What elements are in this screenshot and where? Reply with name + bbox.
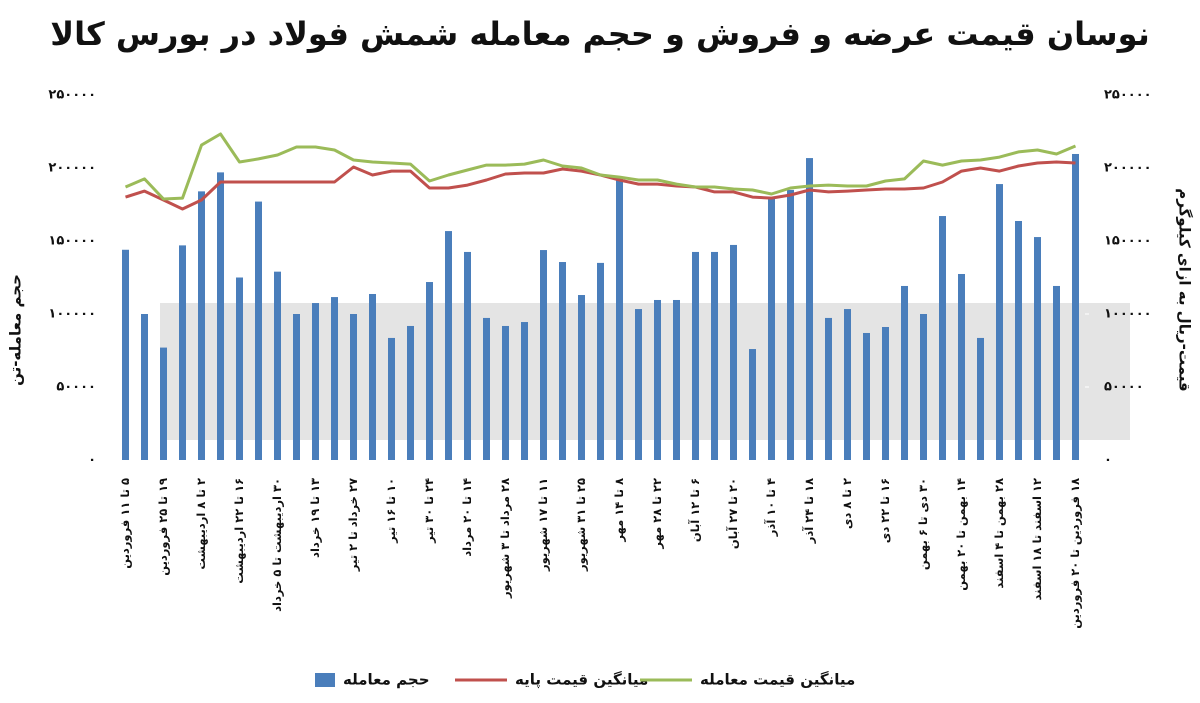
bar	[768, 197, 775, 460]
bar	[597, 262, 604, 460]
x-tick-label: ۴ تا ۱۰ آذر	[764, 478, 778, 537]
x-tick-label: ۱۶ تا ۲۲ اردیبهشت	[232, 478, 246, 584]
y2-tick-label: ۲۵۰۰۰۰	[1104, 88, 1152, 103]
x-tick-label: ۲۸ بهمن تا ۴ اسفند	[992, 478, 1006, 589]
bar	[236, 277, 243, 460]
x-tick-label: ۶ تا ۱۲ آبان	[688, 478, 702, 542]
bar	[654, 299, 661, 460]
bar	[844, 309, 851, 460]
y2-tick-label: ۵۰۰۰۰	[1104, 380, 1144, 395]
bar	[274, 271, 281, 460]
bar	[350, 314, 357, 460]
x-tick-label: ۱۸ تا ۲۴ آذر	[802, 478, 816, 544]
bar	[198, 191, 205, 461]
bar	[141, 314, 148, 460]
x-tick-label: ۲۷ خرداد تا ۲ تیر	[346, 478, 360, 572]
bar	[426, 282, 433, 460]
bar	[958, 273, 965, 460]
bar	[1072, 153, 1079, 460]
bar	[749, 349, 756, 460]
x-tick-label: ۱۸ فروردین تا ۲۰ فروردین	[1068, 478, 1083, 629]
bar	[540, 250, 547, 460]
y2-tick-label: ۱۵۰۰۰۰	[1104, 234, 1152, 249]
y-tick-label: ۵۰۰۰۰	[56, 380, 96, 395]
bar	[464, 251, 471, 460]
y2-tick-label: ۲۰۰۰۰۰	[1104, 161, 1152, 176]
y2-axis-title: قیمت-ریال به ازای کیلوگرم	[1176, 188, 1194, 392]
x-tick-label: ۸ تا ۱۴ مهر	[612, 478, 626, 543]
watermark-band	[160, 303, 1130, 440]
bar	[806, 158, 813, 460]
bar	[483, 317, 490, 460]
legend-label: میانگین قیمت معامله	[700, 671, 855, 689]
x-tick-label: ۱۱ تا ۱۷ شهریور	[536, 478, 551, 572]
x-tick-label: ۲ تا ۸ اردیبهشت	[194, 478, 208, 570]
x-tick-label: ۱۹ تا ۲۵ فروردین	[156, 478, 171, 576]
y2-tick-label: ۱۰۰۰۰۰	[1104, 307, 1152, 322]
y-tick-label: ۱۵۰۰۰۰	[48, 234, 96, 249]
x-tick-label: ۱۴ بهمن تا ۲۰ بهمن	[954, 478, 968, 591]
chart-title: نوسان قیمت عرضه و فروش و حجم معامله شمش …	[50, 15, 1149, 53]
bar	[578, 295, 585, 460]
y2-tick-label: ۰	[1104, 453, 1112, 468]
bar	[730, 244, 737, 460]
bar	[711, 251, 718, 460]
bar	[331, 297, 338, 460]
bar	[673, 299, 680, 460]
bar	[692, 251, 699, 460]
bar	[388, 337, 395, 460]
bar	[312, 303, 319, 460]
bar	[255, 201, 262, 460]
x-tick-label: ۲۴ تا ۳۰ تیر	[422, 478, 436, 544]
bar	[882, 326, 889, 460]
x-tick-label: ۲۵ تا ۳۱ شهریور	[574, 478, 589, 572]
bar	[293, 314, 300, 460]
bar	[635, 309, 642, 460]
bar	[1034, 237, 1041, 460]
bar	[369, 293, 376, 460]
bar	[996, 184, 1003, 460]
y-axis-title: حجم معامله-تن	[7, 274, 25, 386]
bar	[407, 325, 414, 460]
x-tick-label: ۵ تا ۱۱ فروردین	[118, 478, 133, 569]
bar	[901, 285, 908, 460]
bar	[559, 262, 566, 460]
bar	[445, 231, 452, 460]
y-tick-label: ۲۵۰۰۰۰	[48, 88, 96, 103]
y-tick-label: ۲۰۰۰۰۰	[48, 161, 96, 176]
bar	[502, 325, 509, 460]
x-tick-label: ۱۲ اسفند تا ۱۸ اسفند	[1030, 478, 1044, 600]
legend-label: میانگین قیمت پایه	[515, 671, 648, 690]
x-tick-label: ۲۸ مرداد تا ۳ شهریور	[498, 478, 513, 599]
y-tick-label: ۱۰۰۰۰۰	[48, 307, 96, 322]
x-tick-label: ۲ تا ۸ دی	[840, 478, 854, 529]
bar	[616, 178, 623, 460]
legend-label: حجم معامله	[343, 671, 430, 689]
x-tick-label: ۲۰ تا ۲۷ آبان	[726, 478, 740, 549]
x-tick-label: ۲۲ تا ۲۸ مهر	[650, 478, 664, 550]
bar	[179, 245, 186, 460]
bar	[787, 189, 794, 460]
x-tick-label: ۳۰ اردیبهشت تا ۵ خرداد	[270, 478, 284, 612]
x-tick-label: ۱۰ تا ۱۶ تیر	[384, 478, 398, 544]
x-tick-label: ۱۶ تا ۲۲ دی	[878, 478, 892, 543]
bar	[217, 172, 224, 460]
bar	[920, 314, 927, 460]
bar	[863, 332, 870, 460]
bar	[1053, 285, 1060, 460]
bar	[939, 216, 946, 460]
legend-swatch	[315, 673, 335, 687]
bar	[160, 347, 167, 460]
bar	[825, 317, 832, 460]
line	[124, 132, 1077, 201]
bar	[122, 249, 129, 460]
x-tick-label: ۳۰ دی تا ۶ بهمن	[916, 478, 930, 570]
bar	[521, 322, 528, 460]
x-tick-label: ۱۴ تا ۲۰ مرداد	[460, 478, 474, 557]
bar	[1015, 220, 1022, 460]
x-tick-label: ۱۳ تا ۱۹ خرداد	[308, 478, 322, 558]
y-tick-label: ۰	[88, 453, 96, 468]
bar	[977, 337, 984, 460]
